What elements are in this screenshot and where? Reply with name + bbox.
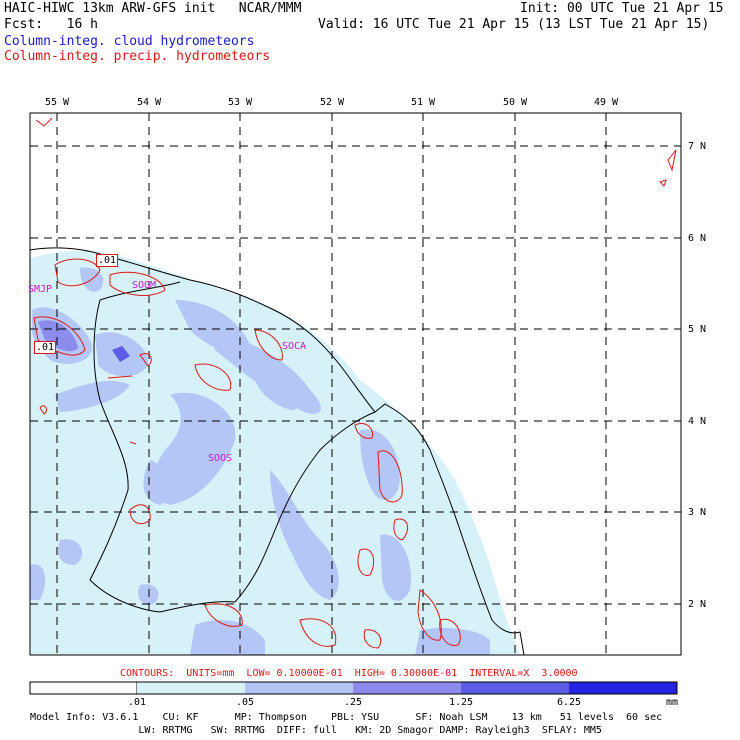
lat-lon-grid [30, 113, 681, 655]
colorbar-unit: mm [666, 697, 679, 708]
coastline [30, 247, 525, 655]
precip-contours [33, 117, 677, 649]
lat-label: 6 N [688, 233, 707, 244]
station-label: SOCA [282, 341, 307, 352]
cloud-legend-label: Column-integ. cloud hydrometeors [4, 34, 255, 49]
lon-label: 55 W [45, 97, 70, 108]
contour-value-label: .01 [96, 254, 119, 267]
lon-label: 49 W [594, 97, 619, 108]
cloud-shading [30, 250, 520, 655]
colorbar-tick: 6.25 [557, 697, 582, 708]
valid-time: Valid: 16 UTC Tue 21 Apr 15 (13 LST Tue … [318, 17, 710, 32]
lon-label: 52 W [320, 97, 345, 108]
model-info-line1: Model Info: V3.6.1 CU: KF MP: Thompson P… [30, 712, 663, 723]
lon-label: 53 W [228, 97, 253, 108]
contour-value-label: .01 [34, 341, 57, 354]
init-time: Init: 00 UTC Tue 21 Apr 15 [520, 1, 724, 16]
contours-info: CONTOURS: UNITS=mm LOW= 0.10000E-01 HIGH… [120, 668, 578, 679]
precip-legend-label: Column-integ. precip. hydrometeors [4, 49, 271, 64]
station-label: SMJP [28, 284, 53, 295]
lat-label: 2 N [688, 599, 707, 610]
colorbar-tick: .01 [128, 697, 147, 708]
title-left: HAIC-HIWC 13km ARW-GFS init NCAR/MMM [4, 1, 302, 16]
lon-label: 54 W [137, 97, 162, 108]
lon-label: 51 W [411, 97, 436, 108]
colorbar-tick: .25 [344, 697, 363, 708]
lon-label: 50 W [503, 97, 528, 108]
model-info-line2: LW: RRTMG SW: RRTMG DIFF: full KM: 2D Sm… [30, 725, 602, 736]
forecast-hour: Fcst: 16 h [4, 17, 98, 32]
station-label: SOGM [132, 280, 157, 291]
colorbar-tick: 1.25 [449, 697, 474, 708]
lat-label: 3 N [688, 507, 707, 518]
lat-label: 7 N [688, 141, 707, 152]
colorbar-tick: .05 [236, 697, 255, 708]
lat-label: 4 N [688, 416, 707, 427]
lat-label: 5 N [688, 324, 707, 335]
station-label: SOOS [208, 453, 233, 464]
colorbar [29, 681, 678, 695]
plot-frame [29, 112, 682, 656]
